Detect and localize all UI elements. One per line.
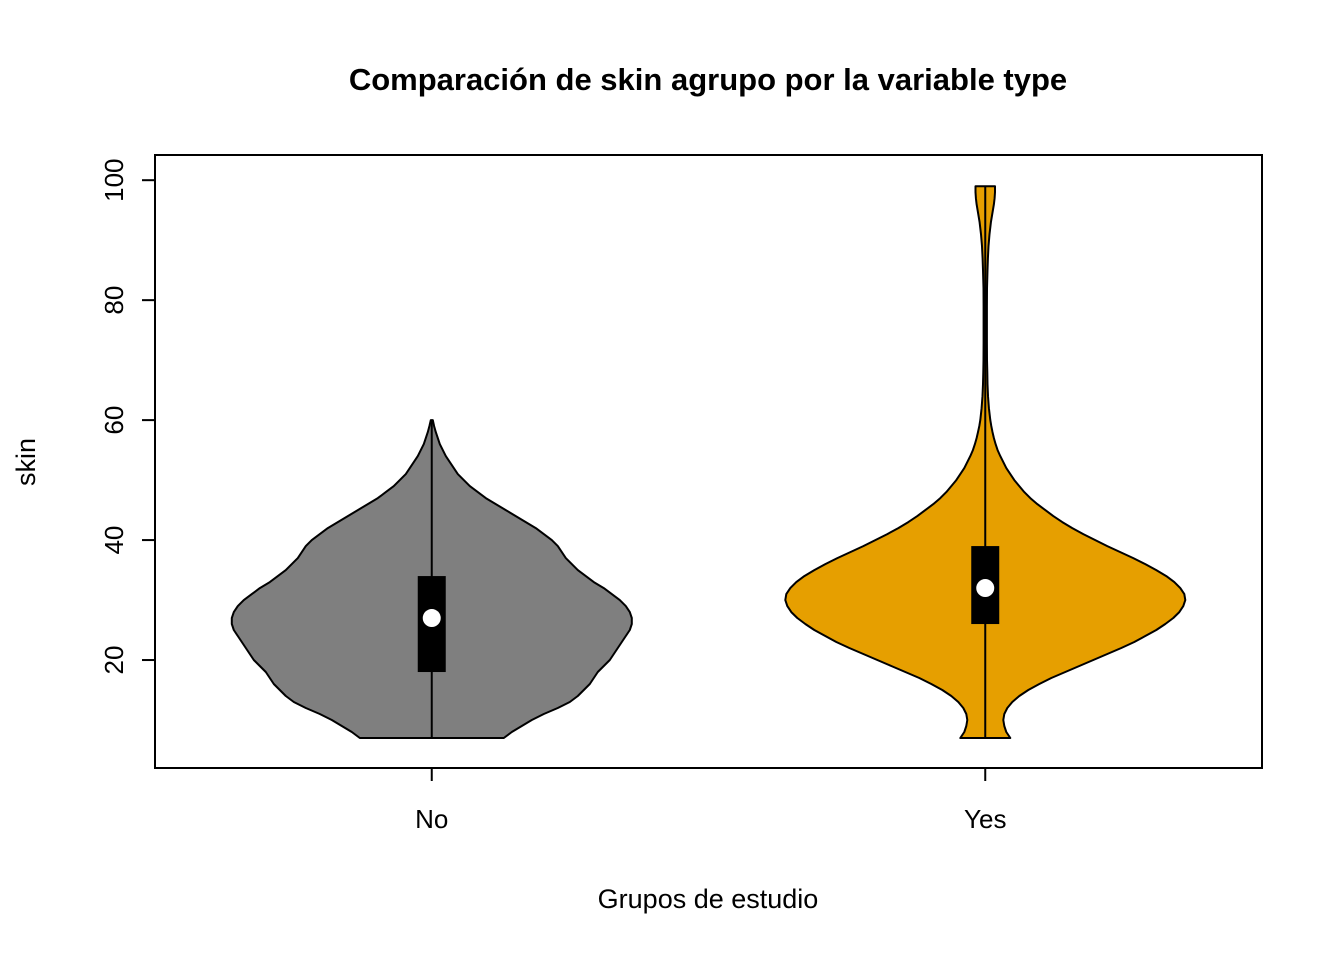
plot-border	[154, 154, 1263, 769]
y-tick-label: 80	[99, 286, 129, 315]
y-tick-label: 20	[99, 646, 129, 675]
y-tick-label: 60	[99, 406, 129, 435]
median-dot-yes	[976, 579, 995, 598]
x-tick-label-yes: Yes	[964, 804, 1006, 834]
x-axis-label: Grupos de estudio	[598, 884, 819, 914]
y-tick-label: 40	[99, 526, 129, 555]
x-tick-label-no: No	[415, 804, 448, 834]
y-tick-label: 100	[99, 158, 129, 201]
median-dot-no	[422, 609, 441, 628]
plot-area: 20 40 60 80 100 No Yes	[99, 154, 1263, 834]
chart-title: Comparación de skin agrupo por la variab…	[349, 62, 1067, 97]
y-axis-label: skin	[11, 438, 41, 486]
